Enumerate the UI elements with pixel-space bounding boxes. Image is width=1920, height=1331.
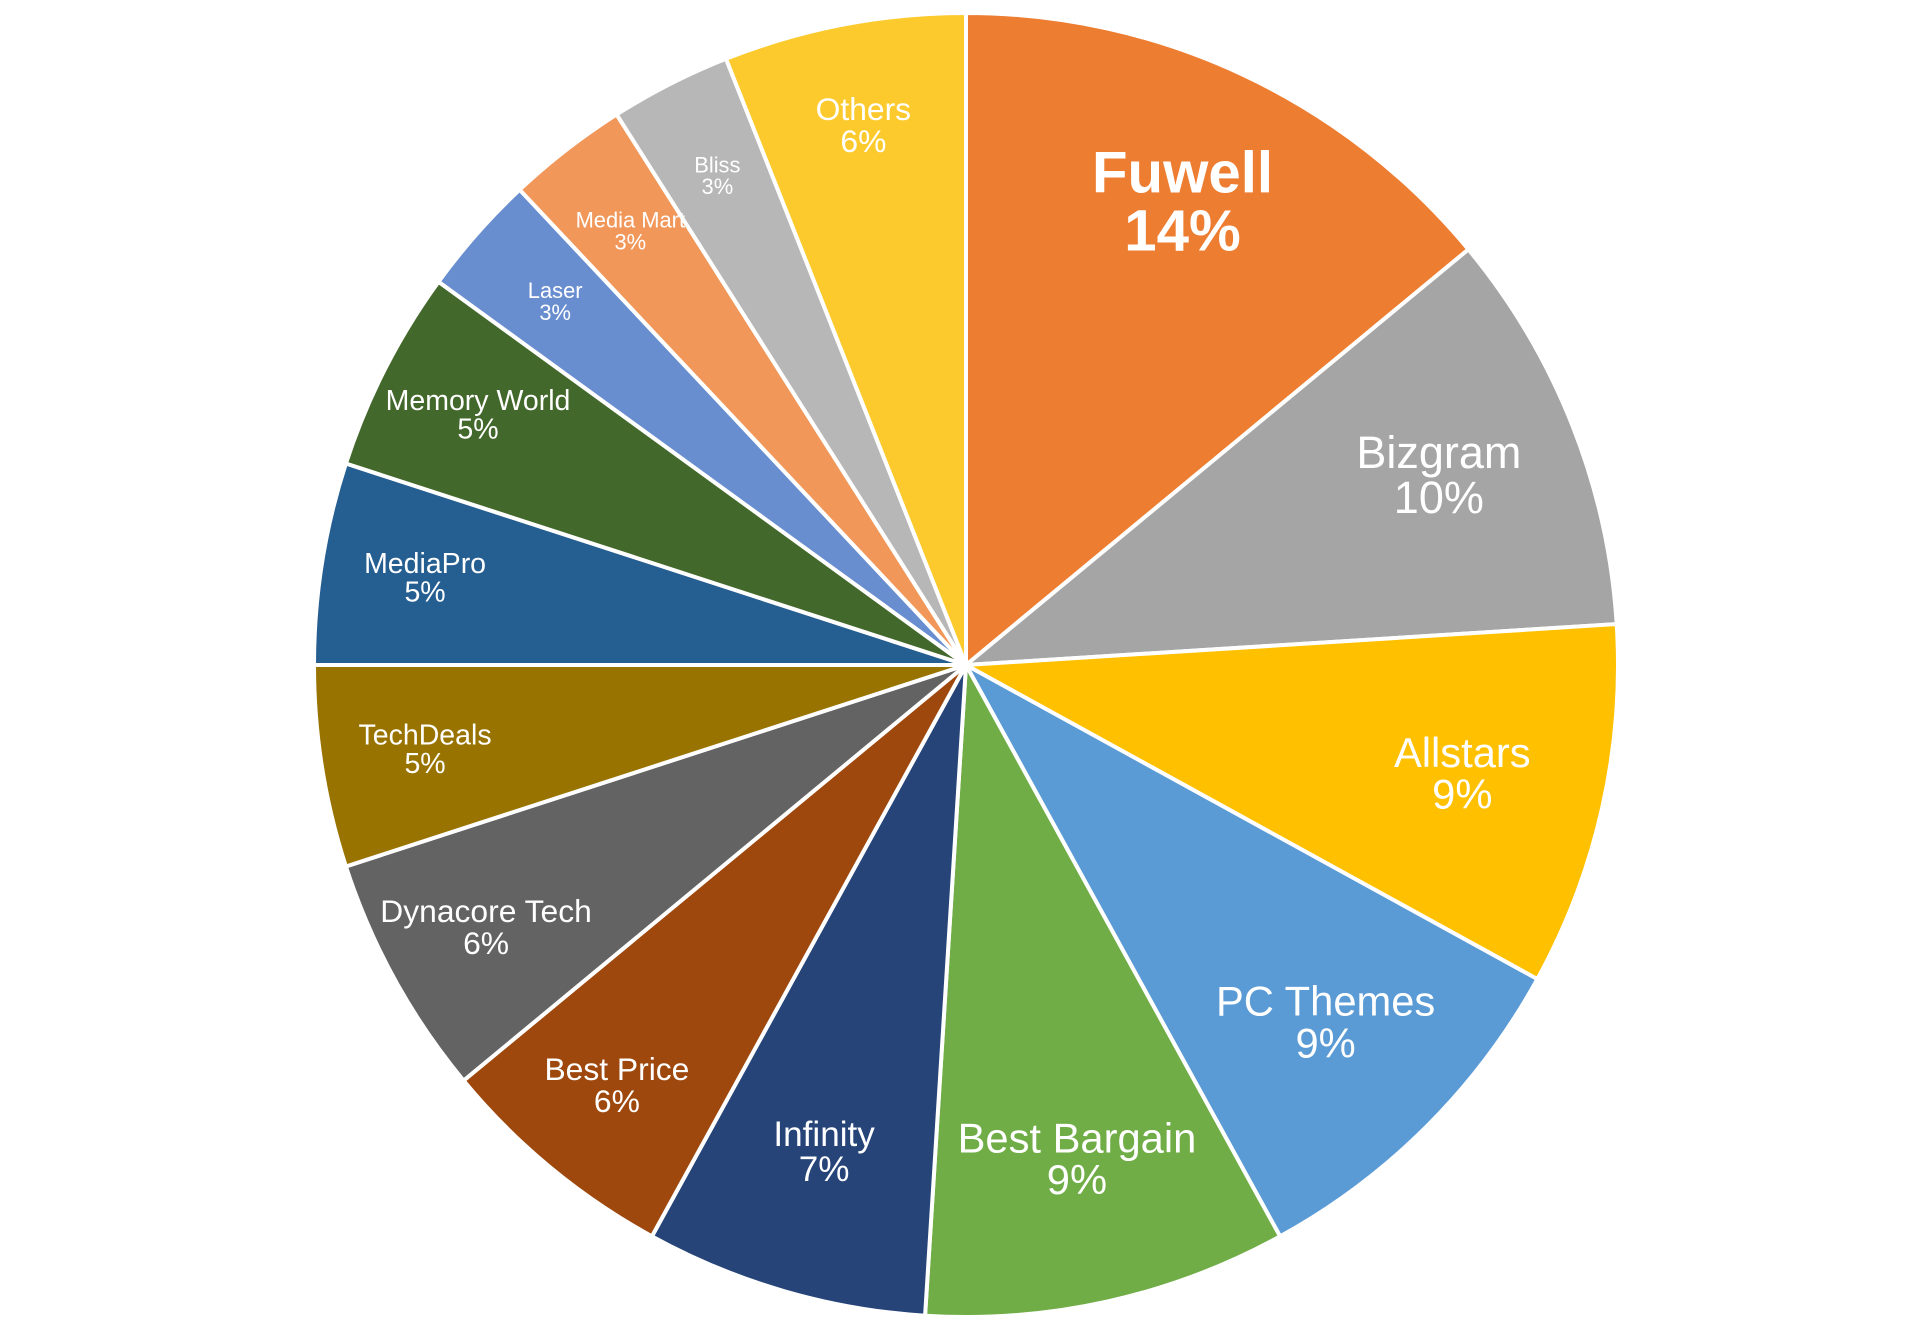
slice-value-label: 9% [1295,1019,1355,1066]
slice-label: Laser [528,278,583,303]
slice-value-label: 3% [702,174,734,199]
slice-value-label: 9% [1047,1156,1107,1203]
slice-label: Others [816,91,911,127]
slice-label: Best Bargain [958,1114,1197,1161]
slice-label: PC Themes [1216,978,1435,1025]
slice-value-label: 6% [594,1083,640,1119]
pie-slice [959,621,1620,982]
pie-slice [922,658,1283,1319]
pie-slice [311,461,967,667]
slice-label: Bliss [694,152,740,177]
pie-slice [343,278,968,667]
slice-value-label: 5% [457,414,498,446]
slice-value-label: 5% [404,577,445,609]
slice-value-label: 6% [463,925,509,961]
slice-label: Allstars [1394,729,1531,776]
slice-label: Memory World [386,385,571,417]
pie-slice [343,663,968,1084]
slice-value-label: 3% [615,229,647,254]
pie-slice [460,663,968,1240]
slice-label: Media Mart [576,208,686,233]
slice-value-label: 9% [1432,771,1492,818]
slice-label: Fuwell [1092,140,1273,205]
slice-value-label: 14% [1124,198,1240,263]
slice-label: Infinity [773,1115,875,1154]
pie-slice [723,10,968,666]
pie-slice [311,663,967,869]
slice-label: MediaPro [364,548,486,580]
slice-value-label: 10% [1394,472,1484,523]
pie-slice [649,664,968,1318]
slice-value-label: 7% [799,1150,850,1189]
pie-slice [959,246,1619,668]
slice-label: Best Price [544,1051,689,1087]
slice-label: Dynacore Tech [380,893,592,929]
slice-label: TechDeals [359,720,492,752]
slice-value-label: 3% [539,300,571,325]
pie-slice [960,659,1541,1240]
slice-value-label: 5% [404,748,445,780]
slice-label: Bizgram [1356,427,1521,478]
slice-value-label: 6% [840,123,886,159]
pie-slice [964,10,1472,670]
